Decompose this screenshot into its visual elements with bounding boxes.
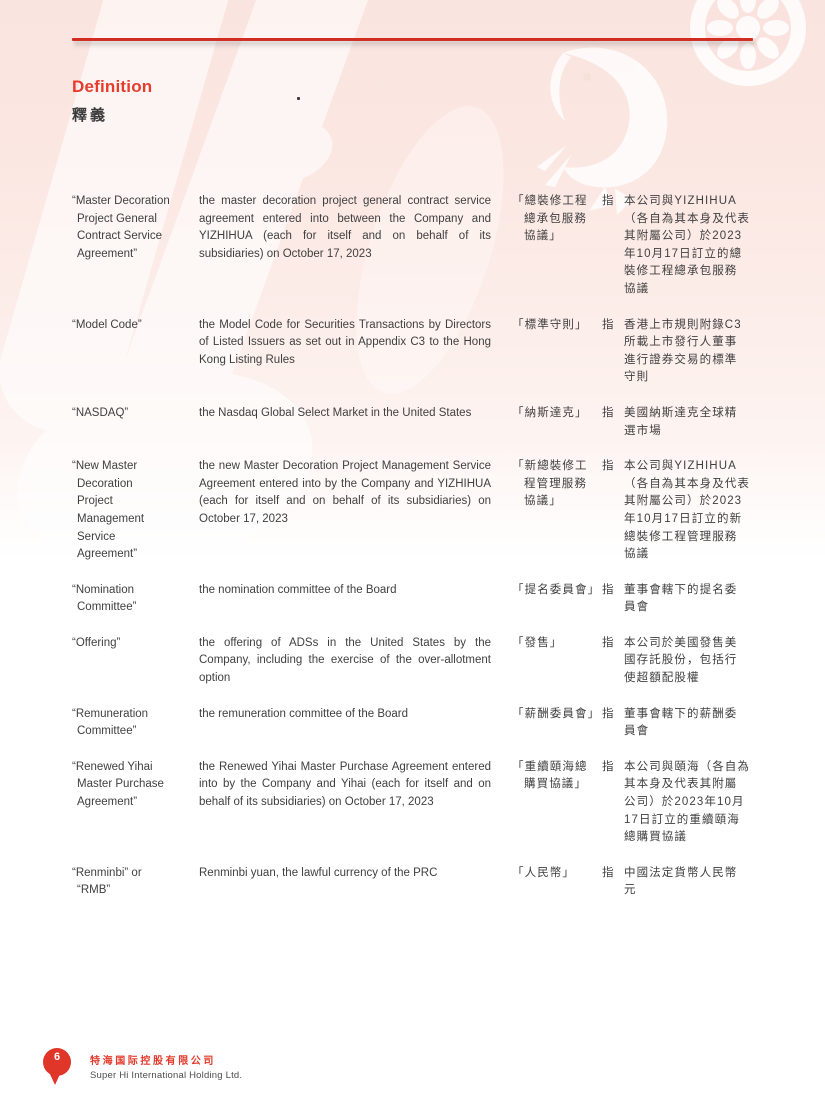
definition-row: “New Master Decoration Project Managemen…: [72, 458, 759, 564]
zhi-label: 指: [602, 318, 614, 331]
company-name-en: Super Hi International Holding Ltd.: [90, 1070, 243, 1081]
term-zh: 「總裝修工程 總承包服務 協議」: [512, 195, 588, 243]
zhi-label: 指: [602, 760, 614, 773]
definition-en: the master decoration project general co…: [199, 195, 491, 260]
zhi-label: 指: [602, 583, 614, 596]
zhi-label: 指: [602, 866, 614, 879]
zhi-label: 指: [602, 460, 614, 473]
term-en: “NASDAQ”: [72, 406, 129, 419]
page-footer: 6 特海国际控股有限公司 Super Hi International Hold…: [43, 1048, 242, 1086]
term-en: “Renminbi” or “RMB”: [72, 866, 142, 897]
definition-row: “NASDAQ” the Nasdaq Global Select Market…: [72, 405, 759, 440]
definition-zh: 本公司與YIZHIHUA （各自為其本身及代表 其附屬公司）於2023 年10月…: [624, 195, 750, 295]
page-number: 6: [53, 1051, 61, 1063]
term-en: “Master Decoration Project General Contr…: [72, 195, 170, 260]
ink-dot: [297, 97, 300, 100]
company-name-zh: 特海国际控股有限公司: [90, 1056, 216, 1067]
term-en: “Offering”: [72, 636, 121, 649]
term-en: “New Master Decoration Project Managemen…: [72, 460, 145, 561]
term-zh: 「重續頤海總 購買協議」: [512, 760, 588, 791]
definition-en: the Nasdaq Global Select Market in the U…: [199, 406, 472, 419]
zhi-label: 指: [602, 707, 614, 720]
definition-en: Renminbi yuan, the lawful currency of th…: [199, 866, 438, 879]
definition-zh: 董事會轄下的薪酬委 員會: [624, 707, 738, 738]
zhi-label: 指: [602, 406, 614, 419]
definition-row: “Renminbi” or “RMB” Renminbi yuan, the l…: [72, 865, 759, 900]
term-zh: 「標準守則」: [512, 318, 588, 331]
definition-zh: 本公司與頤海（各自為 其本身及代表其附屬 公司）於2023年10月 17日訂立的…: [624, 760, 750, 844]
page-number-bubble-icon: [43, 1048, 71, 1085]
definition-en: the Renewed Yihai Master Purchase Agreem…: [199, 760, 491, 809]
zhi-label: 指: [602, 195, 614, 207]
zhi-label: 指: [602, 636, 614, 649]
page-title-zh: 釋義: [72, 107, 109, 124]
definition-en: the new Master Decoration Project Manage…: [199, 460, 491, 525]
definition-row: “Offering” the offering of ADSs in the U…: [72, 635, 759, 688]
term-zh: 「薪酬委員會」: [512, 707, 601, 720]
definition-row: “Nomination Committee” the nomination co…: [72, 582, 759, 617]
term-en: “Model Code”: [72, 318, 142, 331]
definition-zh: 本公司與YIZHIHUA （各自為其本身及代表 其附屬公司）於2023 年10月…: [624, 460, 750, 561]
definition-row: “Master Decoration Project General Contr…: [72, 193, 759, 299]
definitions-table: “Master Decoration Project General Contr…: [72, 193, 759, 900]
definition-en: the Model Code for Securities Transactio…: [199, 318, 491, 366]
definition-zh: 美國納斯達克全球精 選市場: [624, 406, 738, 437]
definition-en: the remuneration committee of the Board: [199, 707, 409, 720]
term-zh: 「納斯達克」: [512, 406, 588, 419]
definition-row: “Remuneration Committee” the remuneratio…: [72, 706, 759, 741]
page-title: Definition: [72, 77, 153, 96]
definition-zh: 香港上市規則附錄C3 所載上市發行人董事 進行證券交易的標準 守則: [624, 318, 742, 384]
term-zh: 「發售」: [512, 636, 563, 649]
definition-zh: 中國法定貨幣人民幣 元: [624, 866, 738, 897]
term-zh: 「人民幣」: [512, 866, 575, 879]
definition-zh: 董事會轄下的提名委 員會: [624, 583, 738, 614]
term-en: “Nomination Committee”: [72, 583, 137, 614]
term-en: “Renewed Yihai Master Purchase Agreement…: [72, 760, 164, 809]
term-zh: 「提名委員會」: [512, 583, 601, 596]
header-rule: [72, 38, 753, 41]
page-number-badge: 6: [43, 1048, 73, 1086]
definition-en: the nomination committee of the Board: [199, 583, 397, 596]
definition-en: the offering of ADSs in the United State…: [199, 636, 491, 685]
definition-row: “Model Code” the Model Code for Securiti…: [72, 317, 759, 387]
definition-zh: 本公司於美國發售美 國存託股份，包括行 使超額配股權: [624, 636, 738, 685]
term-zh: 「新總裝修工 程管理服務 協議」: [512, 460, 588, 508]
definition-row: “Renewed Yihai Master Purchase Agreement…: [72, 759, 759, 847]
term-en: “Remuneration Committee”: [72, 707, 149, 738]
